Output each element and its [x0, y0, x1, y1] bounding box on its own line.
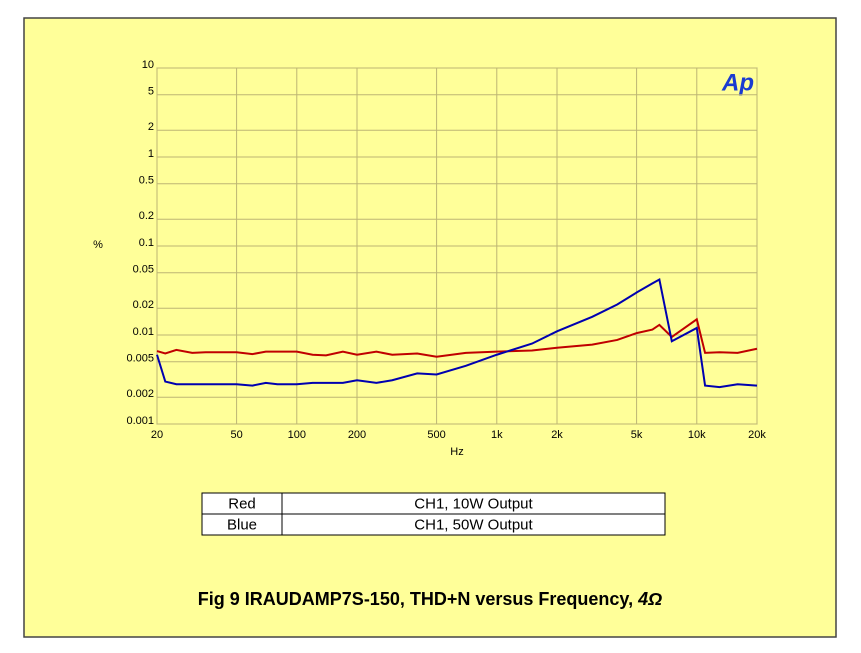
x-tick-label: 5k [631, 429, 643, 441]
legend-label: CH1, 10W Output [414, 495, 533, 512]
series-line [156, 277, 758, 389]
y-tick-label: 1 [148, 148, 154, 160]
x-axis-label: Hz [450, 446, 463, 458]
legend-color-label: Red [228, 495, 256, 512]
x-tick-label: 1k [491, 429, 503, 441]
y-tick-label: 0.02 [133, 299, 154, 311]
x-tick-label: 10k [688, 429, 706, 441]
x-tick-label: 500 [427, 429, 445, 441]
chart-title: Fig 9 IRAUDAMP7S-150, THD+N versus Frequ… [198, 589, 662, 609]
y-tick-label: 2 [148, 121, 154, 133]
y-tick-label: 5 [148, 86, 154, 98]
series-line [156, 317, 758, 358]
x-tick-label: 50 [230, 429, 242, 441]
y-axis-label: % [93, 239, 103, 251]
x-tick-label: 200 [348, 429, 366, 441]
y-tick-label: 0.2 [139, 210, 154, 222]
y-tick-label: 0.001 [126, 415, 154, 427]
legend-color-label: Blue [227, 516, 257, 533]
title-emphasis: 4Ω [637, 589, 662, 609]
x-tick-label: 20k [748, 429, 766, 441]
y-tick-label: 0.01 [133, 326, 154, 338]
y-tick-label: 0.002 [126, 388, 154, 400]
grid [156, 67, 758, 425]
y-tick-label: 0.05 [133, 264, 154, 276]
x-tick-label: 20 [151, 429, 163, 441]
title-main: Fig 9 IRAUDAMP7S-150, THD+N versus Frequ… [198, 589, 633, 609]
x-tick-label: 2k [551, 429, 563, 441]
x-tick-label: 100 [288, 429, 306, 441]
y-tick-label: 0.005 [126, 353, 154, 365]
logo: Ap [721, 69, 754, 96]
y-tick-label: 0.1 [139, 237, 154, 249]
y-tick-label: 0.5 [139, 175, 154, 187]
legend-label: CH1, 50W Output [414, 516, 533, 533]
legend: Red CH1, 10W Output Blue CH1, 50W Output [201, 492, 666, 536]
y-tick-label: 10 [142, 59, 154, 71]
